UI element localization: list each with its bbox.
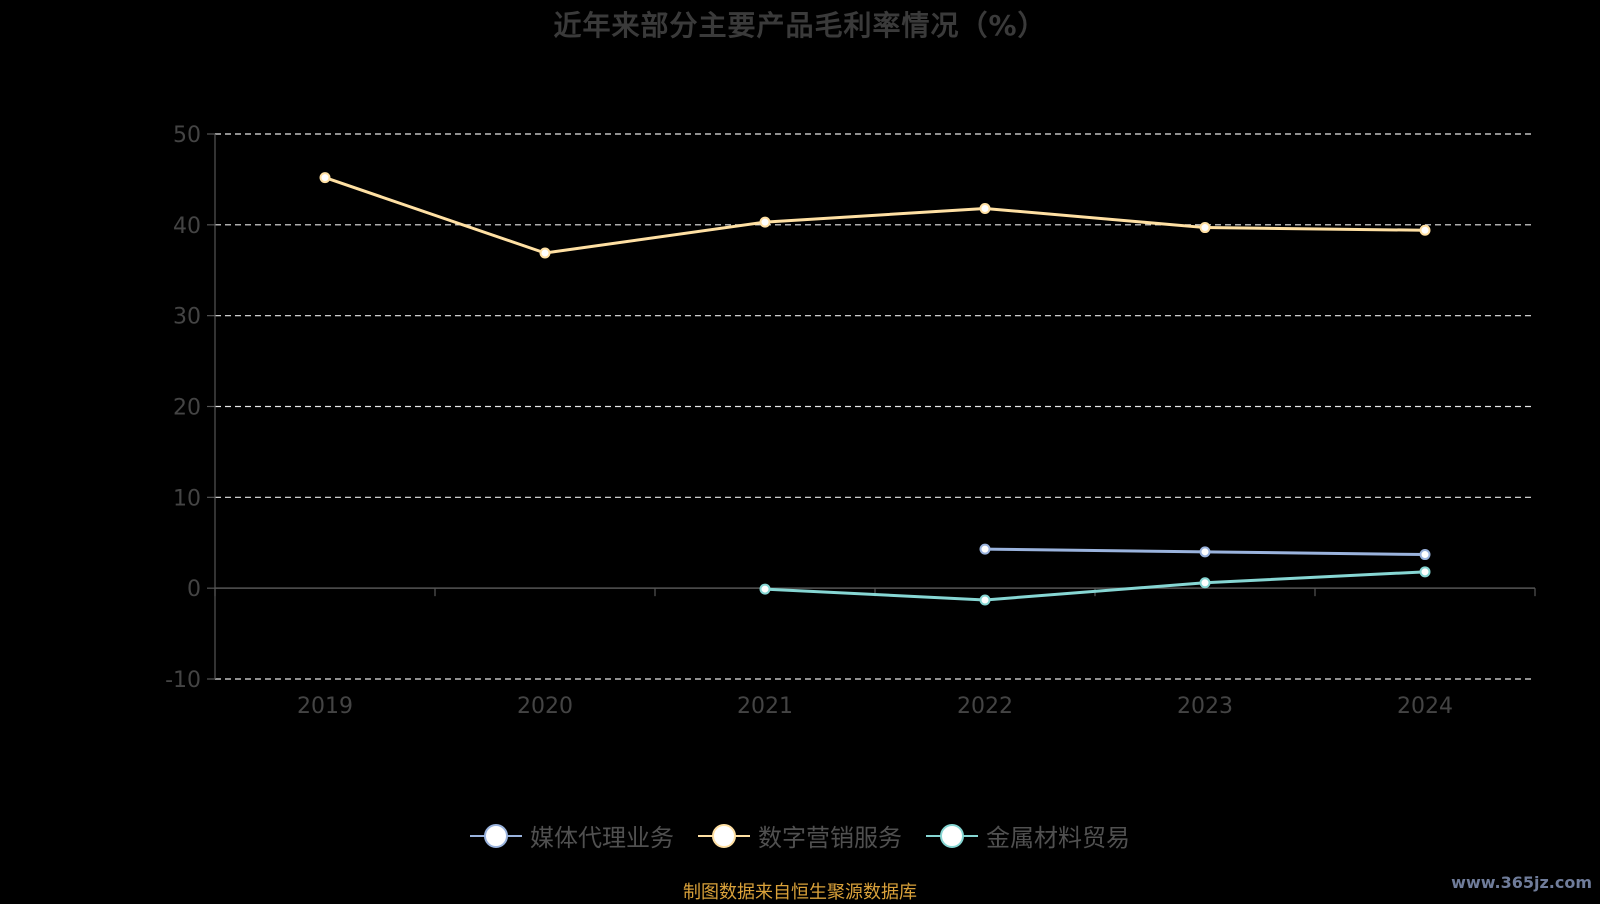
legend-swatch-metal-trade	[926, 821, 978, 851]
data-point	[1419, 566, 1431, 578]
legend-label-media-agency: 媒体代理业务	[530, 824, 674, 852]
legend: 媒体代理业务 数字营销服务 金属材料贸易	[0, 818, 1600, 853]
data-point	[759, 583, 771, 595]
data-point	[539, 247, 551, 259]
series-line-2	[764, 570, 1426, 602]
y-tick-label: 0	[187, 577, 201, 602]
data-point	[979, 543, 991, 555]
data-point	[759, 216, 771, 228]
x-tick-label: 2023	[1177, 694, 1233, 719]
legend-swatch-digital-marketing	[698, 821, 750, 851]
chart-title: 近年来部分主要产品毛利率情况（%）	[553, 9, 1047, 42]
legend-label-digital-marketing: 数字营销服务	[758, 824, 902, 852]
y-tick-label: 50	[173, 123, 201, 148]
data-point	[979, 202, 991, 214]
y-tick-label: 30	[173, 305, 201, 330]
legend-item-media-agency[interactable]: 媒体代理业务	[470, 818, 674, 853]
legend-item-metal-trade[interactable]: 金属材料贸易	[926, 818, 1130, 853]
y-tick-label: 40	[173, 214, 201, 239]
y-tick-label: 10	[173, 486, 201, 511]
data-point	[319, 172, 331, 184]
data-point	[979, 594, 991, 606]
y-tick-label: -10	[165, 668, 201, 693]
data-point	[1419, 224, 1431, 236]
source-note: 制图数据来自恒生聚源数据库	[683, 882, 917, 903]
watermark: www.365jz.com	[1451, 873, 1592, 892]
x-tick-label: 2024	[1397, 694, 1453, 719]
x-tick-label: 2021	[737, 694, 793, 719]
data-point	[1199, 577, 1211, 589]
data-point	[1419, 549, 1431, 561]
legend-item-digital-marketing[interactable]: 数字营销服务	[698, 818, 902, 853]
y-tick-label: 20	[173, 396, 201, 421]
legend-swatch-media-agency	[470, 821, 522, 851]
data-point	[1199, 546, 1211, 558]
data-point	[1199, 222, 1211, 234]
x-tick-label: 2020	[517, 694, 573, 719]
x-tick-label: 2022	[957, 694, 1013, 719]
x-tick-label: 2019	[297, 694, 353, 719]
series-line-1	[324, 176, 1426, 255]
legend-label-metal-trade: 金属材料贸易	[986, 824, 1130, 852]
